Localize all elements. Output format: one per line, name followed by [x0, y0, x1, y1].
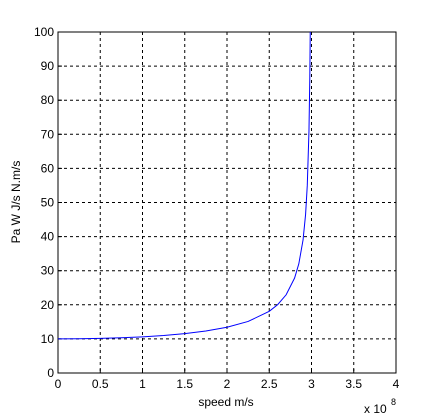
x-multiplier: x 10: [364, 402, 387, 416]
y-tick-label: 70: [41, 127, 55, 141]
y-tick-label: 50: [41, 196, 55, 210]
x-tick-label: 1.5: [176, 377, 193, 391]
x-tick-label: 2.5: [261, 377, 278, 391]
y-tick-label: 0: [47, 366, 54, 380]
y-tick-label: 30: [41, 264, 55, 278]
x-multiplier-exponent: 8: [391, 397, 396, 407]
y-axis-label: Pa W J/s N.m/s: [9, 161, 23, 244]
data-line: [57, 31, 311, 340]
x-tick-label: 3.5: [345, 377, 362, 391]
y-tick-label: 20: [41, 298, 55, 312]
plot-frame: [57, 31, 397, 374]
y-tick-label: 80: [41, 93, 55, 107]
x-tick-label: 1: [139, 377, 146, 391]
y-tick-label: 60: [41, 161, 55, 175]
y-tick-label: 100: [34, 25, 54, 39]
x-tick-label: 2: [224, 377, 231, 391]
y-tick-label: 10: [41, 332, 55, 346]
y-tick-label: 40: [41, 230, 55, 244]
x-tick-label: 4: [393, 377, 400, 391]
y-tick-label: 90: [41, 59, 55, 73]
x-tick-label: 0: [55, 377, 62, 391]
x-tick-label: 0.5: [92, 377, 109, 391]
x-tick-label: 3: [308, 377, 315, 391]
x-axis-label: speed m/s: [198, 395, 253, 409]
